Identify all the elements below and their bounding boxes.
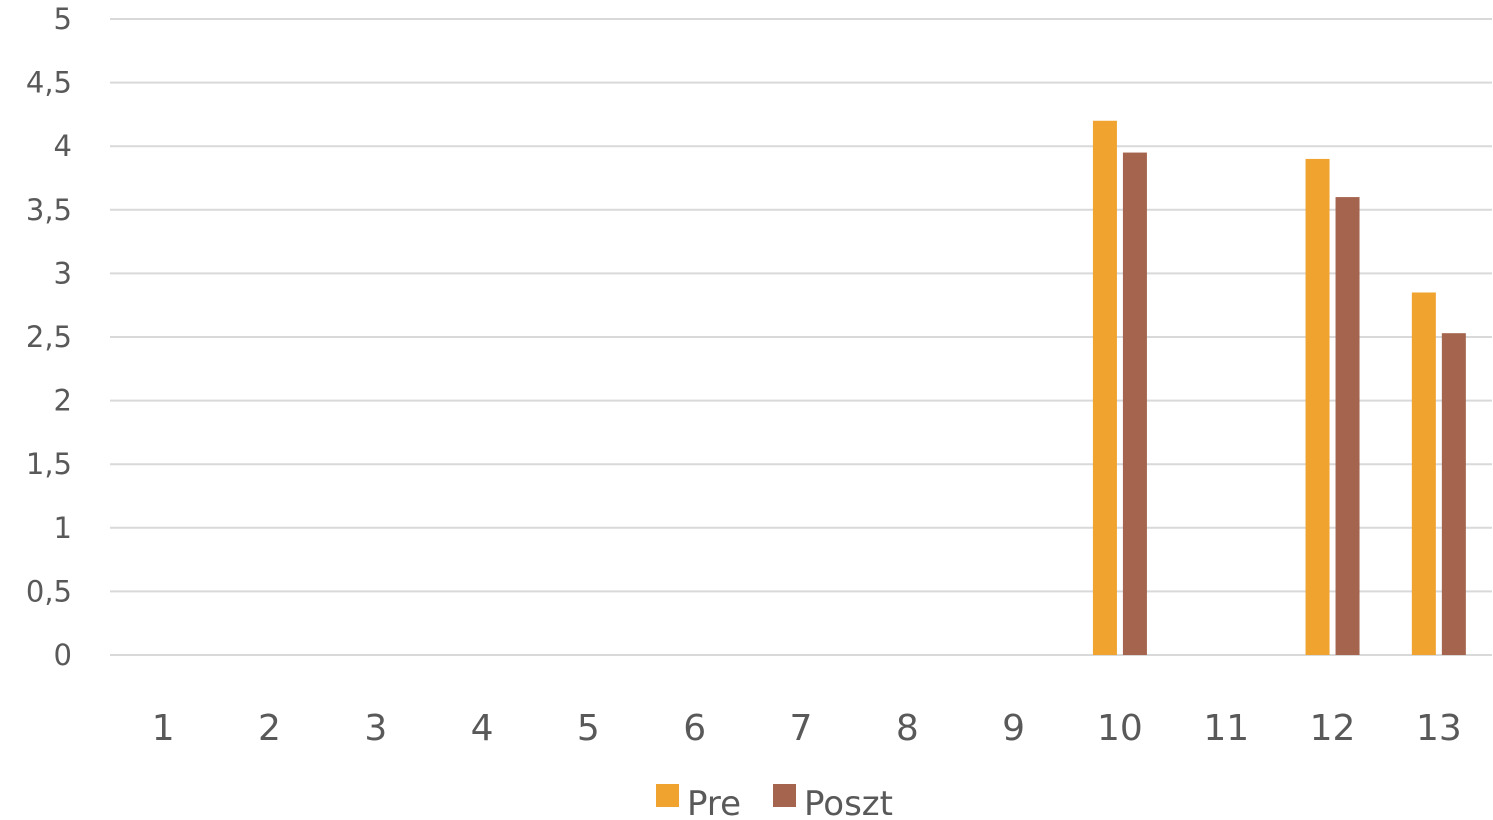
x-tick-label: 6: [683, 708, 706, 749]
bar-pre-12: [1305, 158, 1330, 656]
x-tick-label: 10: [1097, 708, 1143, 749]
y-axis: 0 0,5 1 1,5 2 2,5 3 3,5 4 4,5 5: [26, 2, 72, 672]
legend: Pre Poszt: [656, 784, 893, 820]
x-tick-label: 3: [364, 708, 387, 749]
bar-poszt-10: [1122, 152, 1147, 655]
y-tick-label: 2: [54, 384, 72, 418]
legend-label-pre: Pre: [687, 784, 741, 820]
bar-pre-10: [1092, 120, 1117, 655]
x-tick-label: 9: [1002, 708, 1025, 749]
x-tick-label: 4: [471, 708, 494, 749]
x-tick-label: 1: [152, 708, 175, 749]
y-tick-label: 0: [54, 638, 72, 672]
grid-lines: [110, 18, 1492, 656]
bar-pre-13: [1411, 292, 1436, 655]
y-tick-label: 1: [54, 511, 72, 545]
y-tick-label: 0,5: [26, 574, 72, 608]
x-tick-label: 11: [1203, 708, 1249, 749]
bars: [1092, 120, 1466, 656]
x-tick-label: 2: [258, 708, 281, 749]
y-tick-label: 1,5: [26, 447, 72, 481]
bar-poszt-13: [1441, 333, 1466, 655]
y-tick-label: 2,5: [26, 320, 72, 354]
legend-swatch-pre: [656, 784, 679, 807]
bar-poszt-12: [1335, 197, 1360, 655]
legend-swatch-poszt: [773, 784, 796, 807]
x-tick-label: 13: [1416, 708, 1462, 749]
x-axis: 1 2 3 4 5 6 7 8 9 10 11 12 13: [152, 708, 1462, 749]
y-tick-label: 3: [54, 256, 72, 290]
y-tick-label: 4: [54, 129, 72, 163]
x-tick-label: 7: [790, 708, 813, 749]
x-tick-label: 8: [896, 708, 919, 749]
x-tick-label: 12: [1310, 708, 1356, 749]
y-tick-label: 4,5: [26, 66, 72, 100]
y-tick-label: 3,5: [26, 193, 72, 227]
legend-label-poszt: Poszt: [804, 784, 893, 820]
x-tick-label: 5: [577, 708, 600, 749]
y-tick-label: 5: [54, 2, 72, 36]
